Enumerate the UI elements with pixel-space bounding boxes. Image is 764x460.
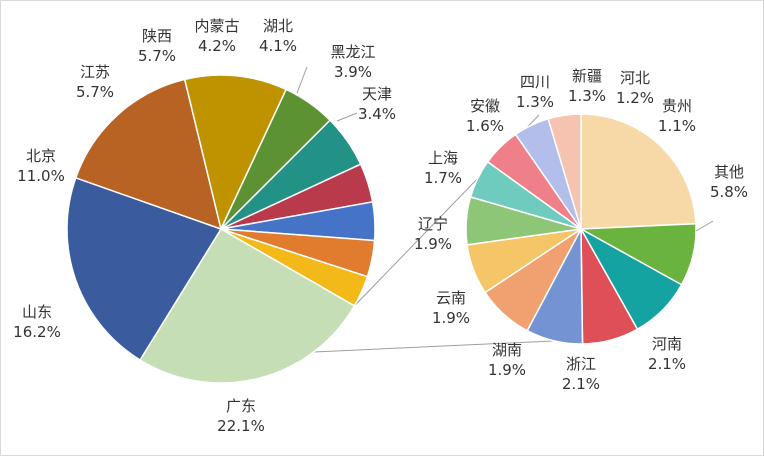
primary-value-3: 16.2% bbox=[13, 323, 61, 341]
primary-slice-3 bbox=[74, 78, 223, 231]
primary-label-3: 山东 bbox=[22, 303, 52, 321]
primary-label-8: 湖北 bbox=[263, 17, 293, 35]
secondary-value-5: 1.9% bbox=[414, 235, 452, 253]
secondary-value-0: 5.8% bbox=[710, 183, 748, 201]
primary-pie bbox=[66, 74, 376, 384]
secondary-value-9: 1.3% bbox=[568, 87, 606, 105]
primary-slice-1 bbox=[139, 227, 356, 384]
primary-label-4: 北京 bbox=[26, 147, 56, 165]
secondary-value-11: 1.1% bbox=[658, 117, 696, 135]
secondary-slice-11 bbox=[547, 113, 582, 230]
secondary-value-2: 2.1% bbox=[562, 375, 600, 393]
secondary-label-4: 云南 bbox=[436, 289, 466, 307]
primary-leader-0 bbox=[336, 112, 358, 122]
secondary-value-1: 2.1% bbox=[648, 355, 686, 373]
primary-slice-2 bbox=[66, 176, 223, 362]
primary-value-0: 3.4% bbox=[358, 105, 396, 123]
leader-lines bbox=[296, 66, 714, 232]
primary-label-7: 内蒙古 bbox=[194, 17, 239, 35]
primary-value-6: 5.7% bbox=[138, 47, 176, 65]
primary-value-7: 4.2% bbox=[198, 37, 236, 55]
secondary-label-10: 河北 bbox=[620, 69, 650, 87]
secondary-value-8: 1.3% bbox=[516, 93, 554, 111]
primary-value-4: 11.0% bbox=[17, 167, 65, 185]
secondary-value-3: 1.9% bbox=[488, 361, 526, 379]
secondary-label-0: 其他 bbox=[714, 163, 744, 181]
secondary-label-2: 浙江 bbox=[566, 355, 596, 373]
primary-label-5: 江苏 bbox=[80, 63, 110, 81]
secondary-label-8: 四川 bbox=[520, 73, 550, 91]
secondary-value-4: 1.9% bbox=[432, 309, 470, 327]
primary-label-6: 陕西 bbox=[142, 27, 172, 45]
secondary-label-6: 上海 bbox=[428, 149, 458, 167]
primary-label-2: 广东 bbox=[226, 397, 256, 415]
primary-leader-9 bbox=[296, 66, 308, 94]
primary-slice-9 bbox=[220, 228, 376, 278]
primary-value-9: 3.9% bbox=[334, 63, 372, 81]
secondary-value-6: 1.7% bbox=[424, 169, 462, 187]
primary-label-0: 天津 bbox=[362, 85, 392, 103]
primary-value-2: 22.1% bbox=[217, 417, 265, 435]
data-labels: 天津 3.4% 广东 22.1% 山东 16.2% 北京 11.0% 江苏 5.7% 陕西 5.7% 内… bbox=[13, 17, 748, 435]
primary-label-9: 黑龙江 bbox=[330, 43, 375, 61]
secondary-pie bbox=[465, 113, 697, 345]
secondary-leader-0 bbox=[695, 220, 714, 232]
secondary-value-10: 1.2% bbox=[616, 89, 654, 107]
secondary-label-11: 贵州 bbox=[662, 97, 692, 115]
secondary-label-1: 河南 bbox=[652, 335, 682, 353]
secondary-label-9: 新疆 bbox=[572, 67, 602, 85]
secondary-slice-0 bbox=[580, 113, 697, 230]
secondary-label-5: 辽宁 bbox=[418, 215, 448, 233]
primary-value-5: 5.7% bbox=[76, 83, 114, 101]
primary-slice-4 bbox=[183, 74, 288, 232]
secondary-label-3: 湖南 bbox=[492, 341, 522, 359]
secondary-label-7: 安徽 bbox=[470, 97, 500, 115]
secondary-value-7: 1.6% bbox=[466, 117, 504, 135]
primary-value-8: 4.1% bbox=[259, 37, 297, 55]
